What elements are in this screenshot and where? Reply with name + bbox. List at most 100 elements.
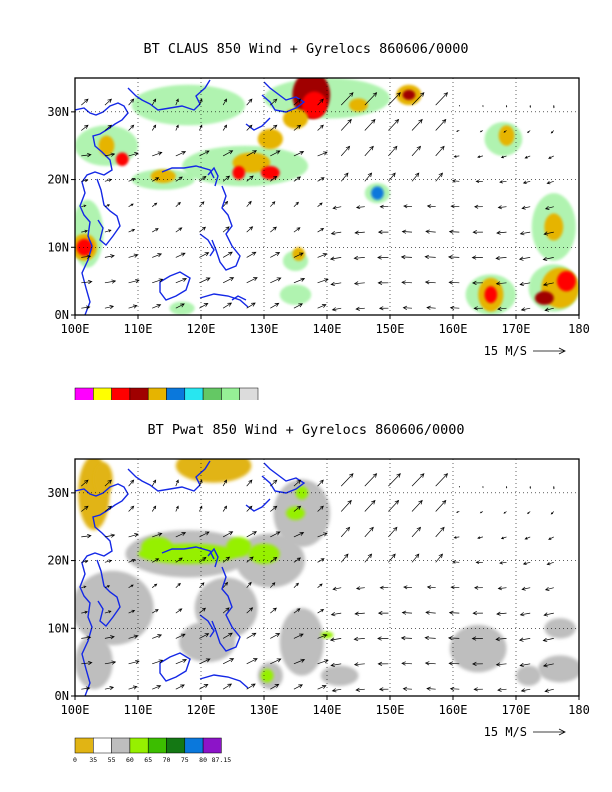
colorbar-swatch: [147, 387, 167, 400]
wind-arrow: [317, 505, 324, 512]
reference-arrow: [533, 347, 566, 355]
wind-arrow: [411, 172, 420, 182]
wind-arrow: [246, 581, 252, 588]
wind-arrow: [403, 585, 413, 590]
wind-arrow: [401, 610, 413, 615]
wind-arrow: [364, 92, 378, 106]
wind-arrow: [152, 278, 164, 284]
wind-arrow: [128, 98, 135, 106]
wind-arrow: [364, 553, 373, 563]
wind-arrow: [496, 230, 507, 235]
wind-arrow: [435, 499, 447, 512]
wind-arrow: [332, 586, 342, 591]
wind-arrow: [175, 227, 183, 233]
wind-arrow: [497, 205, 507, 210]
wind-arrow: [246, 505, 253, 512]
wind-arrow: [482, 105, 484, 108]
wind-arrow: [499, 180, 507, 184]
contour-cell: [75, 635, 113, 690]
wind-arrow: [128, 124, 135, 131]
wind-arrow: [152, 304, 162, 309]
contour-cell: [175, 459, 252, 483]
wind-arrow: [104, 585, 111, 589]
wind-arrow: [364, 172, 373, 182]
wind-arrow: [81, 124, 89, 131]
wind-arrow: [270, 683, 280, 690]
wind-arrow: [340, 553, 349, 563]
wind-arrow: [340, 526, 351, 538]
wind-arrow: [364, 499, 376, 512]
wind-arrow: [448, 635, 460, 641]
wind-arrow: [222, 607, 230, 614]
y-tick-label: 0N: [55, 308, 69, 322]
wind-arrow: [340, 118, 352, 131]
wind-arrow: [518, 637, 531, 642]
wind-arrow: [128, 533, 139, 538]
contour-cell: [538, 655, 579, 683]
wind-arrow: [425, 229, 436, 234]
wind-arrow: [411, 118, 423, 131]
wind-arrow: [377, 661, 389, 667]
wind-arrow: [293, 582, 299, 588]
contour-cell: [178, 621, 236, 663]
colorbar-swatch: [129, 387, 149, 400]
wind-arrow: [403, 204, 413, 209]
wind-arrow: [453, 536, 460, 539]
wind-arrow: [128, 253, 139, 258]
wind-arrow: [503, 511, 507, 514]
colorbar-label: 70: [163, 756, 171, 764]
wind-arrow: [550, 511, 555, 515]
x-tick-label: 110E: [124, 703, 153, 717]
wind-arrow: [450, 204, 460, 209]
wind-arrow: [521, 586, 531, 591]
wind-arrow: [293, 252, 304, 258]
wind-arrow: [529, 105, 532, 108]
wind-arrow: [425, 610, 436, 615]
wind-arrow: [222, 277, 235, 284]
wind-arrow: [199, 633, 210, 639]
wind-arrow: [175, 124, 179, 131]
wind-arrow: [388, 473, 401, 487]
wind-arrow: [81, 178, 89, 183]
wind-arrow: [246, 98, 253, 106]
coastline-outline: [75, 79, 306, 315]
wind-arrow: [388, 172, 396, 182]
wind-arrow: [81, 660, 93, 666]
y-tick-label: 30N: [47, 486, 69, 500]
x-tick-label: 120E: [187, 322, 216, 336]
wind-arrow: [175, 277, 188, 284]
wind-arrow: [246, 531, 257, 538]
wind-arrow: [270, 505, 278, 512]
wind-arrow: [152, 659, 164, 665]
contour-cell: [544, 213, 564, 241]
wind-arrow: [199, 582, 205, 588]
wind-arrow: [355, 205, 365, 210]
wind-arrow: [246, 607, 254, 614]
wind-arrow: [104, 305, 115, 310]
wind-arrow: [222, 556, 231, 563]
wind-arrow: [199, 124, 203, 131]
contour-cell: [544, 618, 576, 639]
wind-arrow: [317, 151, 328, 157]
wind-arrow: [474, 585, 483, 590]
wind-arrow: [400, 254, 413, 260]
wind-arrow: [81, 686, 91, 691]
wind-arrow: [152, 177, 160, 182]
wind-arrow: [81, 229, 89, 233]
wind-arrow: [317, 659, 329, 665]
wind-arrow: [426, 686, 436, 691]
contour-cell: [484, 286, 498, 304]
colorbar-label: 65: [144, 756, 152, 764]
colorbar: 181194200208215230242248264280285: [74, 387, 259, 400]
chart-2-title: BT Pwat 850 Wind + Gyrelocs 860606/0000: [147, 422, 465, 438]
wind-arrow: [552, 486, 555, 490]
wind-arrow: [402, 686, 413, 692]
colorbar-label: 75: [181, 756, 189, 764]
contour-cell: [279, 607, 324, 676]
wind-arrow: [552, 105, 555, 109]
wind-arrow: [293, 557, 302, 563]
wind-arrow: [128, 203, 134, 208]
colorbar-swatch: [166, 737, 186, 754]
wind-arrow: [354, 611, 365, 616]
wind-arrow: [377, 280, 389, 286]
